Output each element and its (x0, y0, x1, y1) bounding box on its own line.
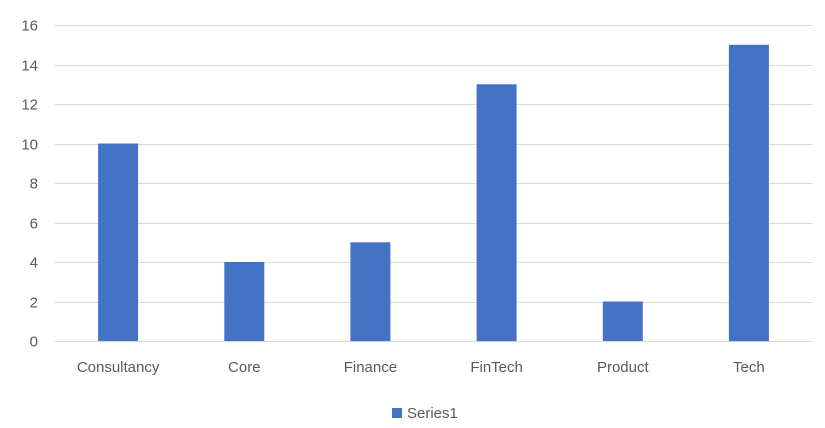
y-tick-label: 10 (21, 137, 38, 154)
y-tick-label: 12 (21, 97, 38, 114)
legend-label: Series1 (407, 405, 458, 422)
x-axis-category-labels: Consultancy Core Finance FinTech Product Tech (77, 359, 765, 376)
y-tick-label: 14 (21, 58, 38, 75)
y-tick-label: 8 (30, 176, 38, 193)
x-category-label-product: Product (597, 359, 650, 376)
gridlines (55, 25, 812, 342)
y-tick-label: 6 (30, 216, 38, 233)
bar-consultancy (98, 143, 139, 341)
bar-tech (728, 44, 769, 342)
bar-core (224, 262, 265, 341)
x-category-label-tech: Tech (733, 359, 765, 376)
legend: Series1 (392, 405, 458, 422)
y-tick-label: 0 (30, 334, 38, 351)
y-tick-label: 2 (30, 295, 38, 312)
y-tick-label: 4 (30, 255, 38, 272)
y-tick-label: 16 (21, 18, 38, 35)
x-category-label-finance: Finance (344, 359, 397, 376)
bars (98, 44, 769, 342)
bar-finance (350, 242, 391, 342)
x-category-label-core: Core (228, 359, 261, 376)
legend-swatch (392, 408, 402, 418)
bar-product (602, 301, 643, 341)
x-category-label-fintech: FinTech (470, 359, 523, 376)
y-axis-tick-labels: 0 2 4 6 8 10 12 14 16 (21, 18, 38, 351)
bar-fintech (476, 84, 517, 342)
x-category-label-consultancy: Consultancy (77, 359, 160, 376)
